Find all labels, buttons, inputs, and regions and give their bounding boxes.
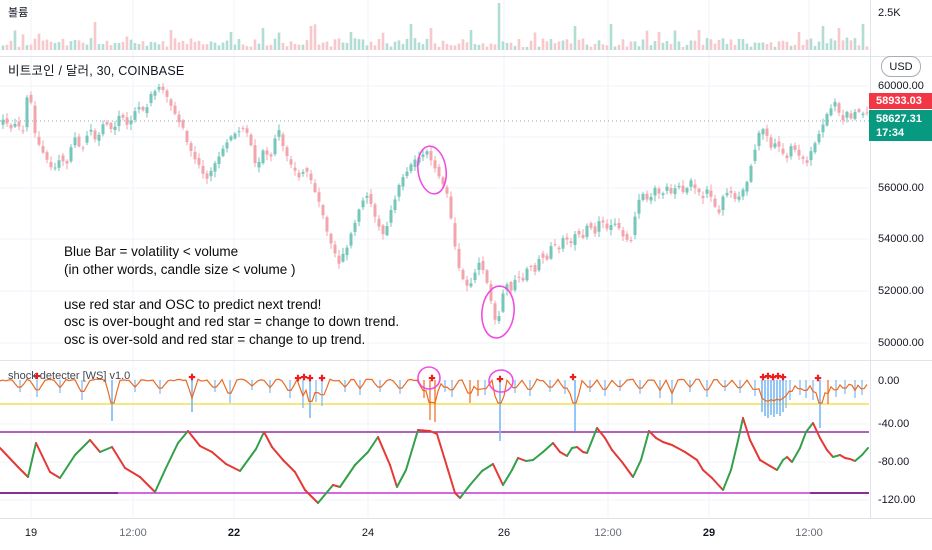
time-tick-label: 12:00: [119, 527, 147, 539]
red-star-markers: [33, 372, 822, 383]
volume-pane-label: 볼륨: [8, 7, 29, 19]
price-tick-label: 56000.00: [878, 182, 924, 194]
candlesticks: [1, 83, 869, 325]
time-tick-label: 22: [227, 527, 241, 539]
volume-bars: [1, 3, 869, 50]
price-badge-high-value: 58933.03: [876, 95, 922, 107]
indicator-tick-label: -80.00: [878, 456, 910, 468]
bar-countdown: 17:34: [876, 126, 905, 139]
price-scale-border: [870, 0, 871, 550]
price-tick-label: 52000.00: [878, 285, 924, 297]
price-badge-last: 58627.31 17:34: [869, 110, 932, 141]
pane-divider: [0, 518, 932, 519]
price-badge-high: 58933.03: [869, 93, 932, 109]
symbol-title[interactable]: 비트코인 / 달러, 30, COINBASE: [8, 64, 185, 78]
time-tick-label: 12:00: [594, 527, 622, 539]
shock-detector-plot: [0, 378, 868, 441]
indicator-title[interactable]: shock detecter [WS] v1.0: [8, 370, 131, 382]
time-tick-label: 29: [702, 527, 716, 539]
indicator-tick-label: 0.00: [878, 375, 900, 387]
time-tick-label: 19: [24, 527, 38, 539]
price-tick-label: 50000.00: [878, 337, 924, 349]
indicator-tick-label: -40.00: [878, 418, 910, 430]
time-tick-label: 24: [361, 527, 375, 539]
price-tick-label: 54000.00: [878, 233, 924, 245]
pink-circle-annotations[interactable]: [415, 144, 517, 393]
time-tick-label: 12:00: [795, 527, 823, 539]
time-axis[interactable]: 19 12:00 22 24 26 12:00 29 12:00: [0, 519, 932, 550]
price-tick-label: 60000.00: [878, 80, 924, 92]
gridlines: [0, 0, 869, 518]
pane-divider[interactable]: [0, 360, 932, 361]
time-tick-label: 26: [497, 527, 511, 539]
indicator-tick-label: -120.00: [878, 494, 916, 506]
volume-scale-label: 2.5K: [878, 7, 901, 19]
chart-text-annotation[interactable]: Blue Bar = volatility < volume (in other…: [64, 244, 400, 347]
pane-divider[interactable]: [0, 56, 932, 57]
currency-toggle-button[interactable]: USD: [881, 56, 921, 77]
last-price-value: 58627.31: [876, 112, 922, 125]
oscillator-line: [0, 417, 869, 504]
